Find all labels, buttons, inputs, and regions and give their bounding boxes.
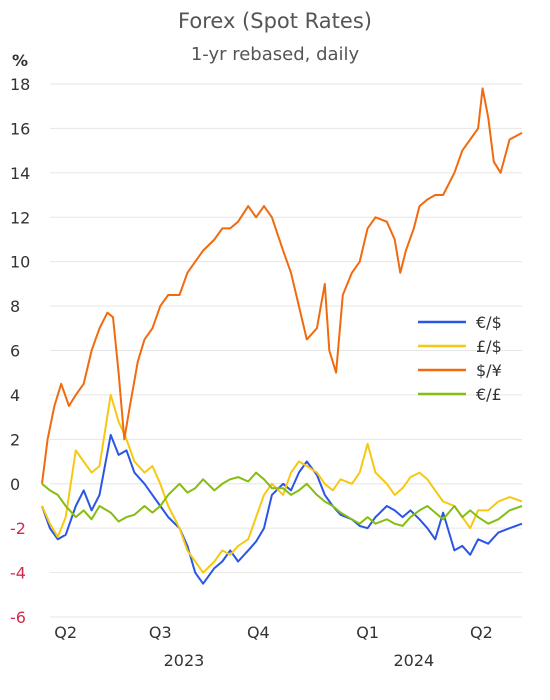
y-tick-label: 2 [10, 430, 20, 449]
y-tick-label: 6 [10, 342, 20, 361]
series-line-1 [41, 393, 523, 574]
x-tick-label: Q2 [54, 623, 77, 642]
y-tick-label: 4 [10, 386, 20, 405]
y-tick-label: 16 [10, 119, 30, 138]
x-axis-ticks: Q2 Q3 Q4 Q1 Q2 2023 2024 [54, 623, 493, 670]
series-line-2 [41, 87, 523, 484]
y-axis-unit-label: % [12, 51, 28, 70]
y-tick-label: -6 [10, 608, 26, 627]
chart-subtitle: 1-yr rebased, daily [191, 44, 360, 65]
x-tick-label: Q2 [470, 623, 493, 642]
legend-label: $/¥ [476, 361, 502, 380]
legend: €/$ £/$ $/¥ €/£ [418, 313, 502, 404]
y-axis-ticks: 18 16 14 12 10 8 6 4 2 0 -2 -4 -6 [10, 75, 30, 627]
y-tick-label: -4 [10, 564, 26, 583]
x-tick-label: Q3 [149, 623, 172, 642]
y-tick-label: 10 [10, 253, 30, 272]
y-tick-label: 12 [10, 208, 30, 227]
y-tick-label: 0 [10, 475, 20, 494]
legend-label: £/$ [476, 337, 502, 356]
y-tick-label: -2 [10, 519, 26, 538]
legend-label: €/£ [476, 385, 502, 404]
series-line-3 [41, 471, 523, 527]
x-year-label: 2024 [393, 651, 434, 670]
x-tick-label: Q4 [247, 623, 270, 642]
x-tick-label: Q1 [356, 623, 379, 642]
chart-title: Forex (Spot Rates) [178, 9, 372, 33]
series-line-0 [41, 433, 523, 585]
y-tick-label: 18 [10, 75, 30, 94]
x-year-label: 2023 [164, 651, 205, 670]
y-tick-label: 8 [10, 297, 20, 316]
y-tick-label: 14 [10, 164, 30, 183]
legend-label: €/$ [476, 313, 502, 332]
series-lines [41, 87, 523, 585]
